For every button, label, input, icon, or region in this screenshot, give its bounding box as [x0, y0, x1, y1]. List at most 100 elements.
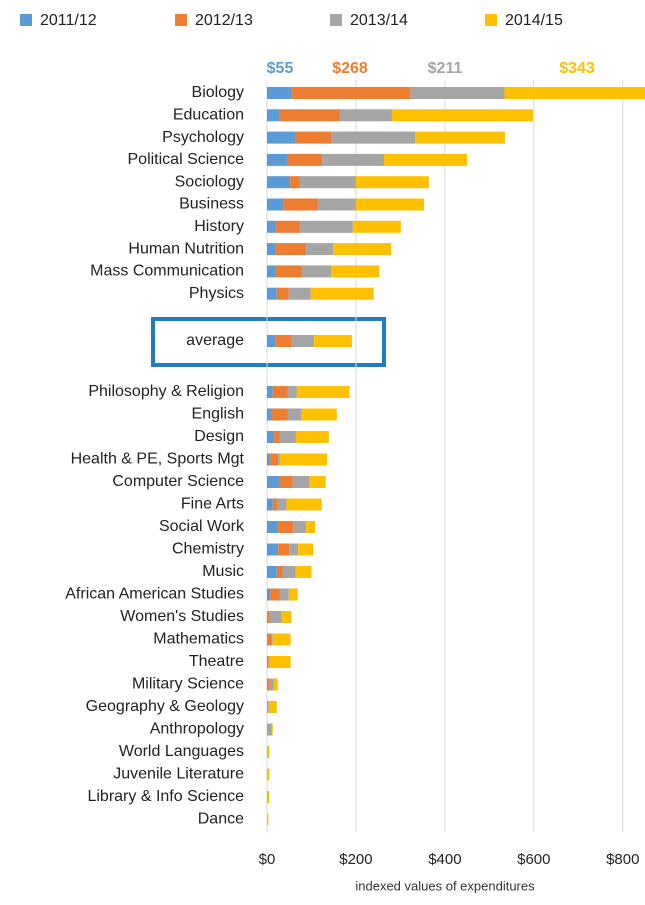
bar-segment	[281, 611, 292, 623]
bar-segment	[269, 678, 274, 691]
x-tick-label: $600	[517, 851, 550, 868]
legend-label: 2012/13	[195, 12, 253, 29]
bar-segment	[269, 611, 282, 623]
y-tick-label: Sociology	[175, 173, 244, 190]
y-tick-label: Fine Arts	[181, 496, 244, 513]
bar-segment	[267, 109, 280, 122]
bar-segment	[279, 588, 289, 601]
bar-segment	[267, 813, 269, 826]
bar-segment	[268, 701, 277, 713]
bar-segment	[268, 656, 270, 668]
bar-segment	[275, 265, 303, 278]
bar-segment	[279, 109, 340, 122]
bar-segment	[267, 498, 273, 511]
y-tick-label: African American Studies	[65, 586, 244, 603]
bar-segment	[267, 198, 284, 211]
y-tick-label: Geography & Geology	[86, 698, 244, 715]
bar-segment	[287, 386, 297, 398]
bar-segment	[267, 386, 273, 398]
bar-segment	[267, 633, 272, 646]
bar-segment	[279, 476, 293, 488]
bar-segment	[410, 87, 505, 99]
y-tick-label: Biology	[192, 84, 244, 101]
bar-segment	[352, 220, 401, 233]
bar-segment	[267, 220, 276, 233]
y-tick-label: Dance	[198, 811, 244, 828]
bar-segment	[289, 543, 299, 556]
bar-segment	[293, 521, 307, 533]
legend-swatch	[485, 14, 497, 26]
bar-segment	[267, 656, 269, 668]
y-tick-label: Mathematics	[153, 631, 244, 648]
y-tick-label: Music	[202, 563, 244, 580]
legend-swatch	[175, 14, 187, 26]
bar-segment	[318, 198, 356, 211]
bar-segment	[267, 153, 288, 166]
bar-segment	[286, 498, 322, 511]
bar-segment	[267, 453, 271, 466]
bar-segment	[291, 335, 315, 347]
bar-segment	[267, 287, 277, 300]
bar-segment	[271, 723, 273, 736]
bar-segment	[267, 678, 270, 691]
bar-segment	[267, 476, 280, 488]
bar-segment	[267, 243, 276, 256]
y-tick-label: Education	[173, 107, 244, 124]
value-label: $343	[559, 60, 595, 77]
bar-segment	[306, 243, 334, 256]
bar-segment	[383, 153, 468, 166]
bar-segment	[267, 431, 275, 443]
y-tick-label: Women's Studies	[120, 608, 244, 625]
bar-segment	[267, 791, 270, 803]
bar-segment	[275, 220, 300, 233]
bar-segment	[267, 611, 270, 623]
y-tick-label: Juvenile Literature	[113, 766, 244, 783]
bar-segment	[267, 335, 276, 347]
bar-segment	[267, 408, 272, 421]
y-tick-label: Library & Info Science	[87, 788, 244, 805]
bar-segment	[331, 265, 380, 278]
bar-segment	[267, 543, 279, 556]
bar-segment	[288, 287, 311, 300]
bar-segment	[339, 109, 392, 122]
bar-segment	[279, 431, 296, 443]
bar-segment	[273, 678, 278, 691]
x-tick-label: $800	[606, 851, 639, 868]
bar-segment	[267, 701, 268, 713]
bar-segment	[295, 431, 329, 443]
bar-segment	[275, 335, 292, 347]
bar-segment	[276, 287, 289, 300]
bar-segment	[274, 431, 280, 443]
bar-segment	[267, 678, 268, 691]
y-tick-label: Social Work	[159, 518, 245, 535]
legend-label: 2014/15	[505, 12, 563, 29]
bar-segment	[269, 656, 291, 668]
bar-segment	[267, 768, 270, 781]
y-tick-label: English	[192, 406, 244, 423]
bar-segment	[310, 287, 374, 300]
bar-segment	[291, 87, 411, 99]
bar-segment	[275, 243, 307, 256]
bar-segment	[299, 176, 356, 189]
value-label: $268	[332, 60, 368, 77]
bar-segment	[299, 220, 353, 233]
bar-segment	[278, 453, 280, 466]
legend-label: 2013/14	[350, 12, 408, 29]
bar-segment	[306, 521, 316, 533]
bar-segment	[272, 386, 288, 398]
bar-segment	[272, 633, 291, 646]
bar-segment	[267, 176, 291, 189]
y-tick-label: Philosophy & Religion	[88, 383, 244, 400]
legend-swatch	[20, 14, 32, 26]
bar-segment	[355, 176, 429, 189]
bar-segment	[267, 746, 270, 758]
y-tick-label: World Languages	[119, 743, 244, 760]
bar-segment	[278, 543, 290, 556]
bar-segment	[271, 633, 273, 646]
bar-segment	[278, 521, 294, 533]
legend-label: 2011/12	[40, 12, 97, 29]
bar-segment	[309, 476, 326, 488]
bar-segment	[391, 109, 533, 122]
bar-segment	[267, 131, 296, 144]
